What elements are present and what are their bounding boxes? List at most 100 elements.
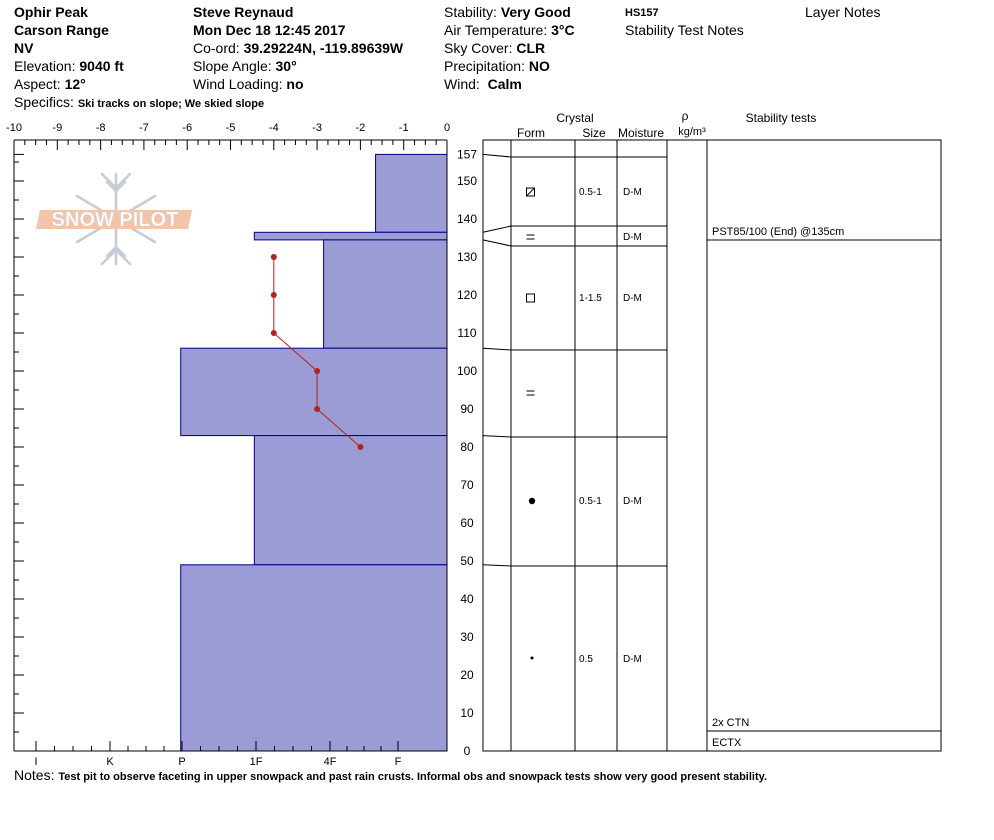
specifics-value: Ski tracks on slope; We skied slope [77, 98, 265, 110]
slash-glyph [526, 187, 535, 197]
hardness-tick-label: K [106, 756, 114, 768]
specifics-row: Specifics: Ski tracks on slope; We skied… [14, 93, 264, 113]
specifics-label: Specifics: [14, 94, 74, 110]
air-temp-value: 3°C [551, 22, 575, 38]
layer-size-value: 1-1.5 [579, 293, 602, 304]
layer-connector-line [482, 564, 512, 567]
crystal-form-facets-rounding-icon [526, 187, 535, 197]
coord-label: Co-ord: [193, 40, 240, 56]
temp-tick-label: -10 [6, 122, 22, 134]
crystal-form-faceted-icon [526, 293, 535, 303]
wind-label: Wind: [444, 76, 480, 92]
wind-loading-label: Wind Loading: [193, 76, 283, 92]
layer-size-value: 0.5-1 [579, 187, 602, 198]
temperature-point [270, 330, 277, 336]
precip-value: NO [528, 58, 550, 74]
coord-value: 39.29224N, -119.89639W [243, 40, 404, 56]
stability-value: Very Good [500, 4, 571, 20]
elevation-label: Elevation: [14, 58, 76, 74]
notes-row: Notes: Test pit to observe faceting in u… [14, 766, 767, 786]
notes-value: Test pit to observe faceting in upper sn… [58, 771, 767, 783]
sky-value: CLR [516, 40, 546, 56]
temp-tick-label: -4 [269, 122, 279, 134]
temperature-point [314, 406, 321, 412]
depth-tick-label: 50 [460, 554, 474, 568]
hardness-bar [253, 231, 448, 241]
hardness-tick-label: P [178, 756, 185, 768]
temperature-point [357, 444, 364, 450]
crystal-form-crust-icon [526, 234, 535, 240]
temp-tick-label: 0 [444, 122, 450, 134]
stability-test-label: ECTX [712, 737, 742, 749]
depth-tick-label: 150 [457, 174, 477, 188]
moisture-header: Moisture [618, 126, 664, 140]
depth-tick-label: 110 [457, 326, 476, 340]
stability-test-label: 2x CTN [712, 717, 749, 729]
sky-label: Sky Cover: [444, 40, 513, 56]
rho-header: ρ [682, 109, 689, 123]
wind-loading-row: Wind Loading: no [193, 75, 304, 93]
size-header: Size [582, 126, 606, 140]
form-header: Form [517, 126, 545, 140]
hardness-bar [180, 564, 448, 752]
layer-connector-line [482, 225, 512, 233]
stability-tests-header: Stability tests [746, 111, 817, 125]
depth-tick-label: 30 [460, 630, 474, 644]
stability-label: Stability: [444, 4, 497, 20]
temp-tick-label: -9 [52, 122, 62, 134]
depth-tick-label: 100 [457, 364, 477, 378]
hardness-tick-label: F [395, 756, 402, 768]
layer-moisture-value: D-M [623, 496, 642, 507]
logo-text: SNOW PILOT [52, 209, 179, 231]
depth-tick-label: 157 [457, 147, 477, 161]
temperature-profile-line [273, 257, 361, 448]
depth-tick-label: 90 [460, 402, 474, 416]
observation-datetime: Mon Dec 18 12:45 2017 [193, 22, 346, 38]
temp-tick-label: -2 [356, 122, 366, 134]
square-glyph [526, 187, 535, 197]
density-unit-header: kg/m³ [678, 126, 706, 138]
hardness-bar [180, 347, 448, 437]
temperature-point [270, 292, 277, 298]
coord-row: Co-ord: 39.29224N, -119.89639W [193, 39, 403, 57]
depth-tick-label: 0 [464, 744, 471, 758]
precip-row: Precipitation: NO [444, 57, 550, 75]
layer-connector-line [482, 153, 512, 158]
hardness-tick-label: 1F [250, 756, 263, 768]
temp-tick-label: -8 [96, 122, 106, 134]
dot-glyph [528, 497, 536, 505]
crystal-header: Crystal [556, 111, 593, 125]
depth-tick-label: 80 [460, 440, 474, 454]
layer-moisture-value: D-M [623, 654, 642, 665]
aspect-row: Aspect: 12° [14, 75, 86, 93]
slope-value: 30° [275, 58, 297, 74]
crystal-form-rounded-icon [528, 497, 536, 505]
elevation-row: Elevation: 9040 ft [14, 57, 124, 75]
stability-row: Stability: Very Good [444, 3, 571, 21]
sky-row: Sky Cover: CLR [444, 39, 545, 57]
wind-row: Wind: Calm [444, 75, 522, 93]
slope-label: Slope Angle: [193, 58, 272, 74]
crystal-form-crust-icon [526, 390, 535, 396]
crystal-form-small-rounded-icon [530, 656, 534, 660]
layer-moisture-value: D-M [623, 293, 642, 304]
wind-loading-value: no [286, 76, 304, 92]
hardness-bar [323, 239, 448, 349]
snowpilot-logo: SNOW PILOT [36, 172, 192, 266]
temp-tick-label: -7 [139, 122, 149, 134]
hardness-bar [375, 153, 448, 233]
layer-connector-line [482, 239, 512, 247]
precip-label: Precipitation: [444, 58, 525, 74]
hardness-bar [253, 435, 448, 566]
snow-profile-chart: SNOW PILOT -10 -9 -8 -7 -6 -5 -4 -3 -2 -1 0I K P 1F 4F… [6, 109, 942, 768]
dot-glyph [530, 656, 534, 660]
temp-tick-label: -6 [182, 122, 192, 134]
depth-tick-label: 130 [457, 250, 477, 264]
slope-row: Slope Angle: 30° [193, 57, 297, 75]
depth-tick-label: 70 [460, 478, 474, 492]
hardness-tick-label: 4F [324, 756, 337, 768]
logo-banner [36, 210, 192, 229]
notes-label: Notes: [14, 767, 55, 783]
depth-tick-label: 140 [457, 212, 477, 226]
depth-tick-label: 20 [460, 668, 474, 682]
